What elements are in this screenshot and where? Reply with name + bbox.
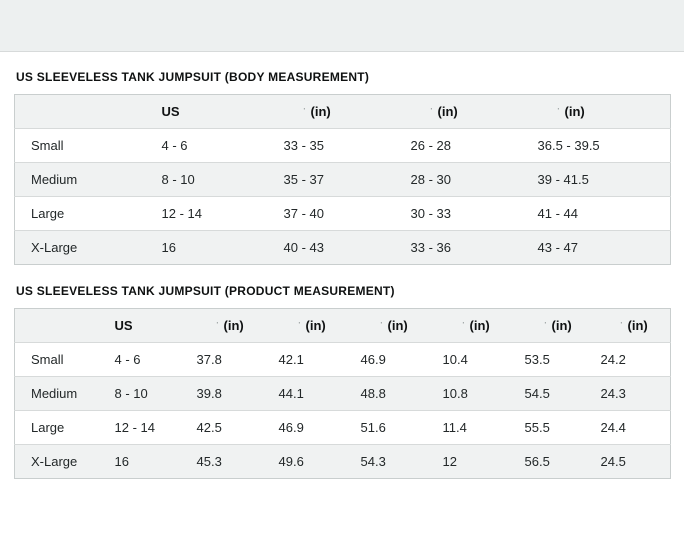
table-cell: 8 - 10 — [114, 386, 148, 401]
table-cell: 42.5 — [196, 420, 222, 435]
broken-glyph-artifact: ˈ — [215, 321, 219, 330]
unit-label: (in) — [387, 318, 408, 333]
table-cell: 48.8 — [360, 386, 386, 401]
table-cell: 54.5 — [524, 386, 550, 401]
table-row-xlarge: X-Large 16 45.3 49.6 54.3 12 56.5 24.5 — [14, 444, 671, 479]
column-header-unit: ˈ (in) — [345, 308, 428, 343]
table-cell: 24.4 — [600, 420, 626, 435]
table-cell: 56.5 — [524, 454, 550, 469]
size-label: Large — [31, 420, 65, 435]
table-cell: 39 - 41.5 — [537, 172, 589, 187]
size-chart-content: US SLEEVELESS TANK JUMPSUIT (BODY MEASUR… — [0, 70, 684, 479]
table-cell: 54.3 — [360, 454, 386, 469]
product-measurement-table: US ˈ (in) ˈ (in) ˈ (in) ˈ (in) ˈ (in) ˈ (in) S… — [14, 308, 671, 479]
size-label: X-Large — [31, 240, 78, 255]
header-row: US ˈ (in) ˈ (in) ˈ (in) ˈ (in) ˈ (in) ˈ (in) — [14, 308, 671, 343]
table-row-small: Small 4 - 6 37.8 42.1 46.9 10.4 53.5 24.… — [14, 342, 671, 377]
table-cell: 46.9 — [360, 352, 386, 367]
unit-label: (in) — [564, 104, 585, 119]
size-label: Small — [31, 352, 64, 367]
table-cell: 55.5 — [524, 420, 550, 435]
broken-glyph-artifact: ˈ — [461, 321, 465, 330]
unit-label: (in) — [627, 318, 648, 333]
table-cell: 24.5 — [600, 454, 626, 469]
body-measurement-table: US ˈ (in) ˈ (in) ˈ (in) Small 4 - 6 33 - 35… — [14, 94, 671, 265]
table-cell: 45.3 — [196, 454, 222, 469]
table-cell: 39.8 — [196, 386, 222, 401]
column-header-unit: ˈ (in) — [585, 308, 671, 343]
table-cell: 44.1 — [278, 386, 304, 401]
table-row-medium: Medium 8 - 10 35 - 37 28 - 30 39 - 41.5 — [14, 162, 671, 197]
table-cell: 33 - 36 — [410, 240, 451, 255]
unit-label: (in) — [310, 104, 331, 119]
table-cell: 12 — [442, 454, 457, 469]
table-cell: 37.8 — [196, 352, 222, 367]
column-header-us: US — [146, 94, 269, 129]
column-header-unit: ˈ (in) — [181, 308, 264, 343]
broken-glyph-artifact: ˈ — [302, 107, 306, 116]
table-cell: 37 - 40 — [283, 206, 324, 221]
table-cell: 28 - 30 — [410, 172, 451, 187]
header-row: US ˈ (in) ˈ (in) ˈ (in) — [14, 94, 671, 129]
size-label: Medium — [31, 386, 78, 401]
table-cell: 16 — [161, 240, 176, 255]
size-label: X-Large — [31, 454, 78, 469]
broken-glyph-artifact: ˈ — [297, 321, 301, 330]
table-cell: 12 - 14 — [114, 420, 155, 435]
column-header-unit: ˈ (in) — [509, 308, 586, 343]
table-cell: 12 - 14 — [161, 206, 202, 221]
column-header-unit: ˈ (in) — [395, 94, 523, 129]
body-measurement-title: US SLEEVELESS TANK JUMPSUIT (BODY MEASUR… — [16, 70, 370, 84]
table-cell: 41 - 44 — [537, 206, 578, 221]
table-row-small: Small 4 - 6 33 - 35 26 - 28 36.5 - 39.5 — [14, 128, 671, 163]
table-cell: 42.1 — [278, 352, 304, 367]
table-cell: 26 - 28 — [410, 138, 451, 153]
table-cell: 24.2 — [600, 352, 626, 367]
size-label: Large — [31, 206, 65, 221]
table-row-medium: Medium 8 - 10 39.8 44.1 48.8 10.8 54.5 2… — [14, 376, 671, 411]
table-cell: 11.4 — [442, 420, 467, 435]
table-cell: 4 - 6 — [114, 352, 141, 367]
column-header-size — [14, 94, 147, 129]
column-header-size — [14, 308, 100, 343]
table-cell: 30 - 33 — [410, 206, 451, 221]
broken-glyph-artifact: ˈ — [556, 107, 560, 116]
unit-label: (in) — [305, 318, 326, 333]
table-cell: 46.9 — [278, 420, 304, 435]
table-row-xlarge: X-Large 16 40 - 43 33 - 36 43 - 47 — [14, 230, 671, 265]
column-header-unit: ˈ (in) — [522, 94, 671, 129]
column-header-unit: ˈ (in) — [263, 308, 346, 343]
table-cell: 53.5 — [524, 352, 550, 367]
broken-glyph-artifact: ˈ — [379, 321, 383, 330]
table-cell: 51.6 — [360, 420, 386, 435]
size-label: Small — [31, 138, 64, 153]
table-cell: 35 - 37 — [283, 172, 324, 187]
broken-glyph-artifact: ˈ — [619, 321, 623, 330]
column-header-us: US — [99, 308, 182, 343]
broken-glyph-artifact: ˈ — [543, 321, 547, 330]
table-cell: 10.8 — [442, 386, 468, 401]
table-cell: 4 - 6 — [161, 138, 188, 153]
column-header-unit: ˈ (in) — [268, 94, 396, 129]
unit-label: (in) — [437, 104, 458, 119]
table-row-large: Large 12 - 14 42.5 46.9 51.6 11.4 55.5 2… — [14, 410, 671, 445]
unit-label: (in) — [551, 318, 572, 333]
table-cell: 16 — [114, 454, 129, 469]
table-cell: 43 - 47 — [537, 240, 578, 255]
table-cell: 10.4 — [442, 352, 468, 367]
unit-label: (in) — [223, 318, 244, 333]
table-cell: 8 - 10 — [161, 172, 195, 187]
unit-label: (in) — [469, 318, 490, 333]
table-row-large: Large 12 - 14 37 - 40 30 - 33 41 - 44 — [14, 196, 671, 231]
table-cell: 49.6 — [278, 454, 304, 469]
top-bar — [0, 0, 684, 52]
broken-glyph-artifact: ˈ — [429, 107, 433, 116]
table-cell: 40 - 43 — [283, 240, 324, 255]
table-cell: 33 - 35 — [283, 138, 324, 153]
product-measurement-title: US SLEEVELESS TANK JUMPSUIT (PRODUCT MEA… — [16, 284, 395, 298]
table-cell: 24.3 — [600, 386, 626, 401]
table-cell: 36.5 - 39.5 — [537, 138, 600, 153]
column-header-unit: ˈ (in) — [427, 308, 510, 343]
size-label: Medium — [31, 172, 78, 187]
